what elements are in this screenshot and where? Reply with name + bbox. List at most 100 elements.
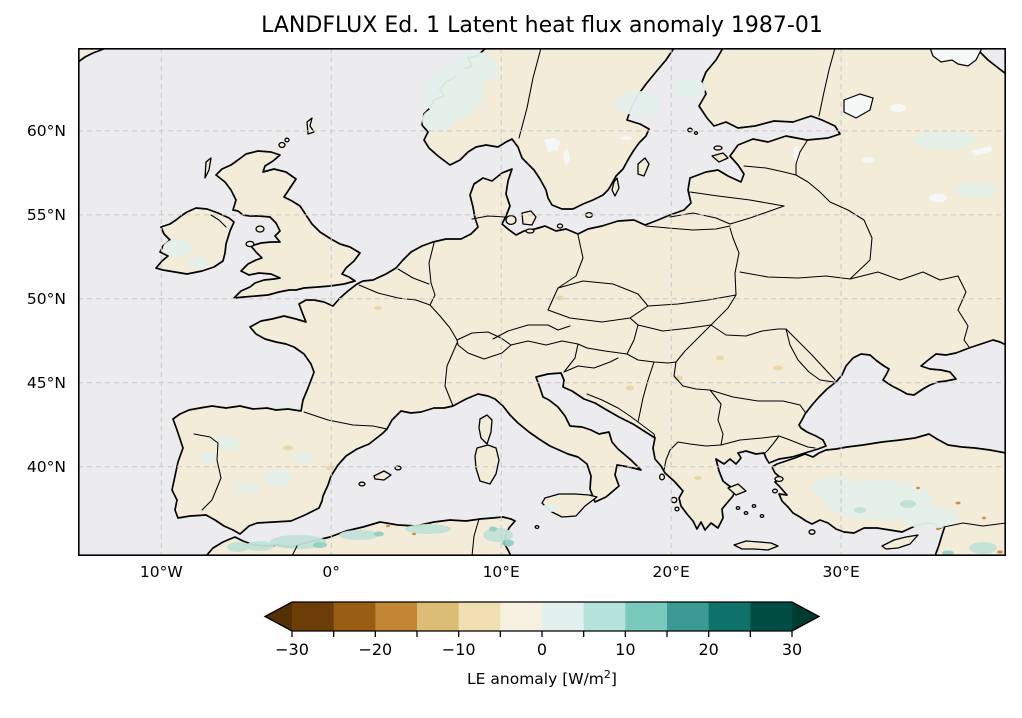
border-hr-ba bbox=[586, 393, 639, 423]
border-by-ua bbox=[739, 271, 851, 280]
x-tick-label: 30°E bbox=[822, 563, 860, 581]
anomaly-patch bbox=[502, 539, 514, 547]
lake-patch-russia-3 bbox=[862, 157, 874, 163]
island-cyclades-1 bbox=[735, 505, 741, 511]
border-gr-bg-tr bbox=[720, 435, 780, 446]
anomaly-patch bbox=[902, 507, 958, 529]
y-tick-label: 50°N bbox=[26, 289, 66, 308]
border-lv-by-ru bbox=[795, 174, 873, 280]
anomaly-patch bbox=[716, 355, 724, 361]
anomaly-patch bbox=[613, 91, 663, 115]
y-tick-label: 60°N bbox=[26, 121, 66, 140]
colorbar-segment bbox=[667, 602, 710, 631]
island-orkney bbox=[278, 141, 286, 149]
anomaly-patch bbox=[246, 541, 274, 551]
border-rs-me-al bbox=[637, 421, 656, 439]
anomaly-patch bbox=[270, 535, 326, 549]
colorbar-segment bbox=[542, 602, 585, 631]
island-oland bbox=[611, 177, 620, 197]
anomaly-patch bbox=[483, 528, 513, 542]
island-crete bbox=[733, 540, 779, 551]
anomaly-patch bbox=[283, 445, 293, 451]
anomaly-patch bbox=[489, 526, 497, 532]
anomaly-patch bbox=[626, 385, 634, 391]
gridlines bbox=[78, 48, 1006, 556]
border-ua-ru bbox=[849, 271, 970, 348]
colorbar-segment bbox=[375, 602, 418, 631]
border-no-se bbox=[518, 48, 542, 139]
border-md-ro bbox=[785, 328, 835, 383]
border-switzerland bbox=[456, 331, 512, 360]
island-lolland bbox=[525, 228, 535, 234]
lake-vanern bbox=[544, 138, 561, 152]
border-ua-md bbox=[785, 328, 836, 381]
anomaly-speckles bbox=[163, 52, 1003, 556]
y-tick-label: 40°N bbox=[26, 457, 66, 476]
island-corsica bbox=[478, 414, 493, 445]
lake-vattern bbox=[563, 149, 570, 166]
lake-peipus bbox=[793, 146, 800, 164]
border-rs-bg bbox=[709, 389, 724, 446]
island-lesbos bbox=[774, 475, 784, 483]
lake-onega-white-sea bbox=[929, 48, 983, 67]
border-ma-dz bbox=[291, 545, 298, 556]
anomaly-patch bbox=[694, 476, 702, 480]
island-cyclades-3 bbox=[751, 503, 757, 509]
border-hu-ro bbox=[675, 324, 712, 363]
border-gr-tr bbox=[764, 435, 780, 454]
anomaly-patch bbox=[374, 306, 382, 310]
colorbar-segment bbox=[333, 602, 376, 631]
anomaly-patch bbox=[237, 482, 259, 494]
anomaly-patch bbox=[454, 52, 498, 84]
colorbar-tick-label: 20 bbox=[698, 640, 718, 659]
border-it-at bbox=[510, 340, 579, 346]
anomaly-patch bbox=[542, 504, 558, 512]
island-shetland bbox=[306, 117, 315, 135]
border-czechia bbox=[547, 280, 649, 323]
anomaly-patch bbox=[405, 524, 451, 534]
border-ee-lv bbox=[743, 165, 797, 176]
border-pl-sk bbox=[647, 294, 737, 307]
coastline-ireland bbox=[155, 207, 235, 275]
border-ro-bg bbox=[709, 389, 806, 413]
colorbar-label: LE anomaly [W/m2] bbox=[467, 668, 617, 689]
border-bg-tr bbox=[778, 435, 816, 449]
anomaly-patch bbox=[900, 500, 916, 508]
anomaly-patch bbox=[412, 532, 416, 536]
anomaly-patch bbox=[215, 436, 241, 450]
border-be-nl bbox=[397, 268, 430, 285]
island-zakynthos bbox=[674, 506, 680, 512]
colorbar-segment bbox=[750, 602, 793, 631]
border-ba-rs bbox=[637, 361, 655, 423]
colorbar-under-arrow bbox=[265, 602, 292, 631]
figure-title: LANDFLUX Ed. 1 Latent heat flux anomaly … bbox=[261, 13, 823, 38]
anomaly-patch bbox=[936, 527, 940, 531]
island-cyclades-2 bbox=[743, 510, 749, 516]
anomaly-patch bbox=[386, 524, 390, 528]
anomaly-patch bbox=[673, 375, 683, 381]
island-mallorca bbox=[373, 470, 392, 481]
anomaly-patch bbox=[954, 183, 998, 197]
lake-ladoga bbox=[843, 93, 874, 119]
island-cyclades-4 bbox=[759, 513, 765, 519]
border-pt-es bbox=[193, 433, 222, 511]
border-at-hu bbox=[626, 317, 639, 355]
border-it-si bbox=[563, 343, 579, 373]
island-man bbox=[255, 225, 265, 233]
x-tick-label: 0° bbox=[322, 563, 341, 581]
colorbar-tick-label: 0 bbox=[537, 640, 547, 659]
anomaly-patch bbox=[313, 542, 327, 548]
island-orkney-2 bbox=[284, 137, 290, 143]
border-dz-tn bbox=[471, 518, 480, 556]
anomaly-patch bbox=[982, 516, 986, 520]
anomaly-patch bbox=[773, 365, 783, 371]
colorbar-tick-label: 10 bbox=[615, 640, 635, 659]
island-kefalonia bbox=[670, 496, 678, 504]
lake-patch-russia-1 bbox=[890, 104, 906, 112]
island-hebrides bbox=[204, 157, 212, 179]
border-es-fr bbox=[303, 411, 388, 430]
border-ee-ru bbox=[795, 140, 808, 176]
coastline-great-britain bbox=[215, 150, 361, 299]
anomaly-patch bbox=[854, 507, 866, 513]
anomaly-patch bbox=[997, 550, 1003, 554]
